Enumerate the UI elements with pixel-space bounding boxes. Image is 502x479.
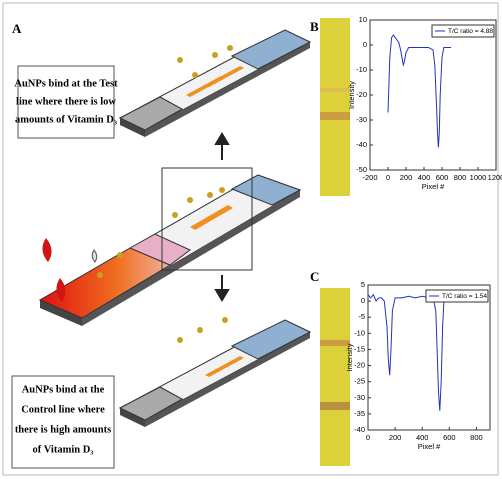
x-tick-label: 400	[416, 433, 429, 442]
y-tick-label: -30	[354, 393, 365, 402]
y-tick-label: -25	[354, 377, 365, 386]
x-tick-label: 800	[470, 433, 483, 442]
y-tick-label: 0	[363, 40, 367, 49]
test-strip	[120, 30, 310, 137]
x-tick-label: 1200	[488, 173, 502, 182]
box-text: AuNPs bind at the Test	[14, 78, 118, 89]
plot-area	[368, 285, 490, 430]
x-tick-label: 200	[400, 173, 413, 182]
box-text: line where there is low	[16, 96, 116, 107]
x-tick-label: 0	[386, 173, 390, 182]
strip-photo	[320, 18, 350, 466]
x-tick-label: 600	[443, 433, 456, 442]
box-text: AuNPs bind at the	[22, 384, 105, 395]
y-axis-label: Intensity	[347, 81, 356, 109]
box-text: of Vitamin D₃	[33, 444, 94, 455]
y-axis-label: Intensity	[345, 343, 354, 371]
y-tick-label: 0	[361, 296, 365, 305]
x-tick-label: 1000	[470, 173, 487, 182]
y-tick-label: -20	[356, 90, 367, 99]
y-tick-label: -20	[354, 361, 365, 370]
legend-label: T/C ratio = 1.54	[442, 293, 487, 300]
y-tick-label: -5	[358, 312, 365, 321]
x-tick-label: 600	[436, 173, 449, 182]
test-strip	[120, 320, 310, 427]
x-tick-label: 200	[389, 433, 402, 442]
panel-label: A	[12, 21, 22, 36]
y-tick-label: -40	[354, 425, 365, 434]
x-tick-label: -200	[362, 173, 377, 182]
y-tick-label: 5	[361, 280, 365, 289]
drop	[92, 250, 97, 262]
x-axis-label: Pixel #	[422, 182, 445, 191]
test-strip	[40, 175, 300, 326]
box-text: Control line where	[21, 404, 105, 415]
y-tick-label: 10	[359, 15, 367, 24]
figure-canvas: A B C	[0, 0, 502, 479]
y-tick-label: -10	[354, 328, 365, 337]
x-tick-label: 400	[418, 173, 431, 182]
x-axis-label: Pixel #	[418, 442, 441, 451]
y-tick-label: -35	[354, 409, 365, 418]
y-tick-label: -15	[354, 344, 365, 353]
x-tick-label: 800	[454, 173, 467, 182]
legend-label: T/C ratio = 4.88	[448, 28, 493, 35]
panel-label: B	[310, 19, 319, 34]
x-tick-label: 0	[366, 433, 370, 442]
y-tick-label: -30	[356, 115, 367, 124]
box-text: there is high amounts	[15, 424, 111, 435]
y-tick-label: -40	[356, 140, 367, 149]
figure: A B C	[0, 0, 502, 479]
panel-label: C	[310, 269, 319, 284]
blood-drop	[42, 238, 51, 262]
y-tick-label: -10	[356, 65, 367, 74]
box-text: amounts of Vitamin D₃	[15, 114, 117, 125]
